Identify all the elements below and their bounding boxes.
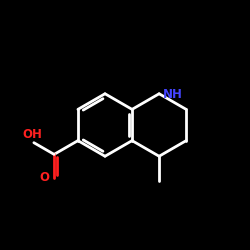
Text: O: O [39, 171, 49, 184]
Text: NH: NH [163, 88, 183, 102]
Text: OH: OH [23, 128, 42, 141]
